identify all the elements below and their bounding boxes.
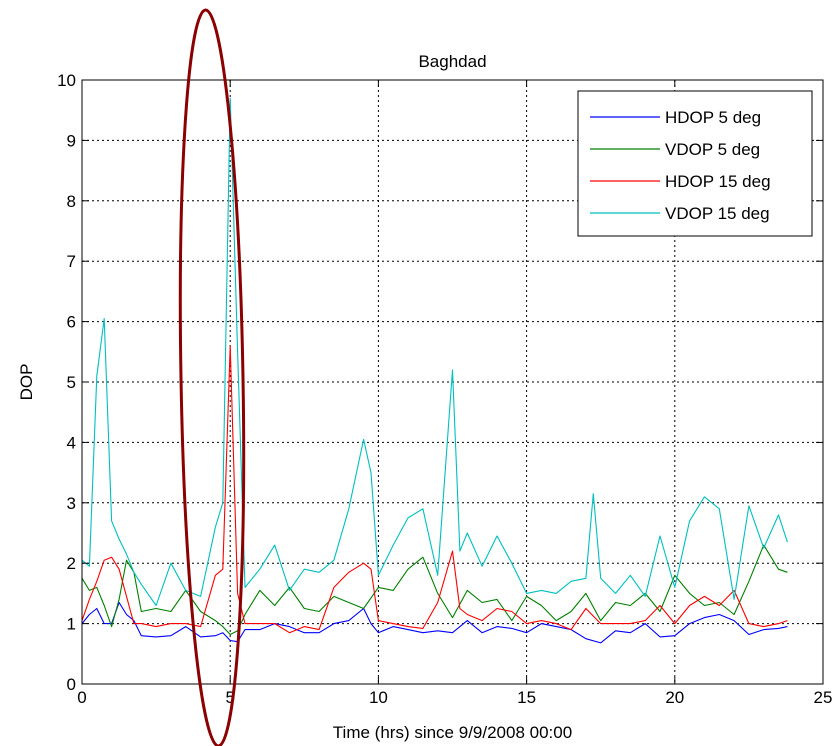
series-line-4 [81,97,788,607]
legend: HDOP 5 deg VDOP 5 deg HDOP 15 deg VDOP 15 d… [577,90,813,237]
y-tick-label: 1 [67,615,76,634]
legend-entry-label: VDOP 15 deg [665,204,770,223]
y-tick-label: 10 [57,71,76,90]
x-tick-label: 5 [225,688,234,707]
legend-box [577,90,813,237]
y-tick-label: 7 [67,252,76,271]
x-tick-label: 15 [517,688,536,707]
legend-entry-label: HDOP 15 deg [665,172,771,191]
legend-entry-label: VDOP 5 deg [665,140,760,159]
y-axis-label: DOP [17,364,36,401]
series-line-2 [81,544,788,636]
chart-title: Baghdad [418,52,486,71]
y-tick-label: 9 [67,131,76,150]
y-tick-label: 8 [67,192,76,211]
y-tick-label: 3 [67,494,76,513]
legend-entry-label: HDOP 5 deg [665,108,761,127]
series-lines [81,97,788,644]
y-tick-label: 5 [67,373,76,392]
series-line-1 [81,601,788,644]
y-tick-label: 4 [67,433,76,452]
x-tick-label: 0 [77,688,86,707]
y-tick-label: 2 [67,554,76,573]
x-tick-label: 25 [814,688,833,707]
x-tick-label: 10 [369,688,388,707]
axis-ticks: 0 5 10 15 20 25 0 1 2 3 4 5 6 7 8 9 10 [57,71,832,707]
x-axis-label: Time (hrs) since 9/9/2008 00:00 [333,723,572,742]
y-tick-label: 0 [67,675,76,694]
x-tick-label: 20 [665,688,684,707]
series-line-3 [81,345,788,634]
y-tick-label: 6 [67,313,76,332]
